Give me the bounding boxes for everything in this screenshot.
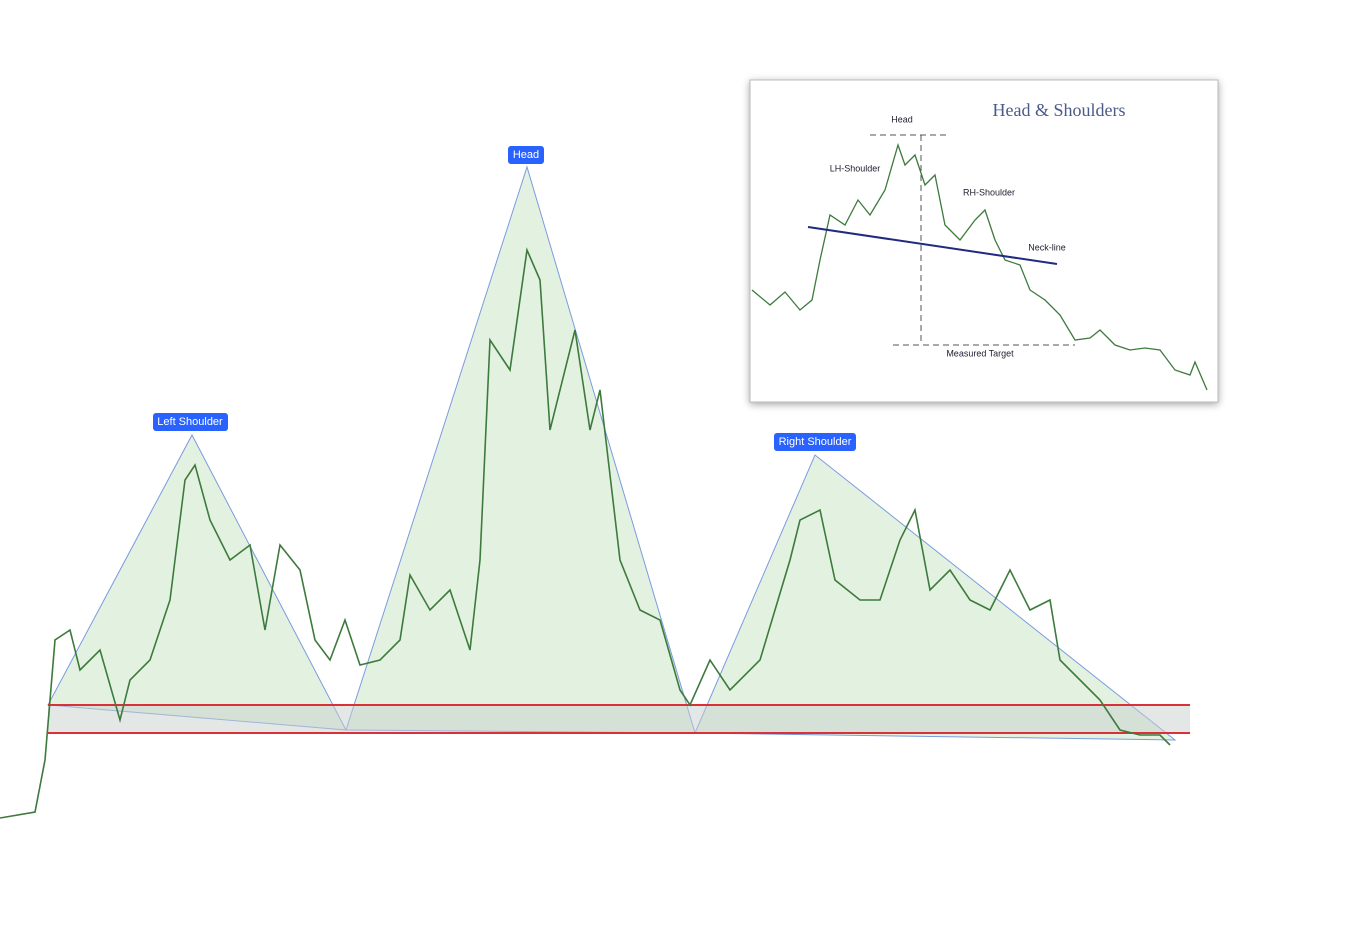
label: Right Shoulder — [779, 436, 852, 448]
inset-neckline — [807, 226, 1058, 265]
inset-price-path — [751, 142, 1208, 391]
inset-title: Head & Shoulders — [993, 100, 1126, 120]
inset-label: Neck-line — [1028, 242, 1066, 252]
head-area — [345, 165, 696, 734]
neckline-zone — [48, 705, 1190, 733]
label: Head — [513, 149, 539, 161]
price-path — [0, 247, 1171, 819]
inset-label: Head — [891, 114, 913, 124]
pattern-areas — [47, 165, 1177, 741]
inset: Head & Shoulders Head LH-Shoulder RH-Sho… — [749, 79, 1219, 403]
label-tag: Right Shoulder — [774, 433, 856, 451]
label-tag: Head — [508, 146, 544, 164]
label-tag: Left Shoulder — [153, 413, 228, 431]
guides — [870, 134, 1075, 346]
right-shoulder-area — [694, 454, 1177, 741]
inset-label: Measured Target — [946, 348, 1014, 358]
inset-label: LH-Shoulder — [830, 163, 881, 173]
label: Left Shoulder — [157, 416, 223, 428]
left-shoulder-area — [47, 433, 347, 731]
inset-label: RH-Shoulder — [963, 187, 1015, 197]
